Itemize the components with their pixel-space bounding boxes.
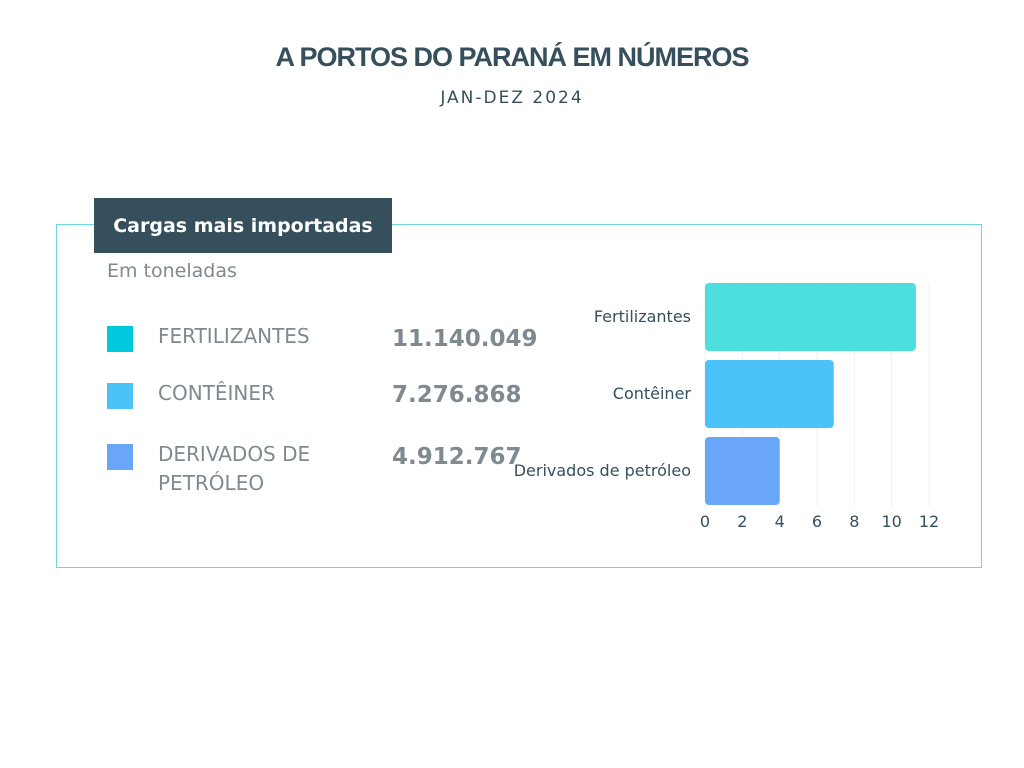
- legend-value: 4.912.767: [392, 444, 522, 470]
- x-tick-label: 2: [737, 512, 747, 531]
- legend-value: 7.276.868: [392, 382, 522, 408]
- category-label: Derivados de petróleo: [514, 461, 691, 480]
- legend-swatch: [107, 383, 133, 409]
- category-label: Contêiner: [613, 384, 692, 403]
- legend-name: CONTÊINER: [158, 381, 275, 405]
- bar-1: [705, 360, 834, 428]
- legend-name: FERTILIZANTES: [158, 324, 310, 348]
- x-tick-label: 0: [700, 512, 710, 531]
- page-subtitle: JAN-DEZ 2024: [440, 88, 584, 108]
- section-tab: Cargas mais importadas: [94, 198, 392, 253]
- x-tick-label: 12: [919, 512, 939, 531]
- x-tick-label: 8: [849, 512, 859, 531]
- page-title: A PORTOS DO PARANÁ EM NÚMEROS: [275, 42, 749, 72]
- legend-value: 11.140.049: [392, 326, 538, 352]
- legend-swatch: [107, 326, 133, 352]
- legend-name: DERIVADOS DE PETRÓLEO: [158, 442, 311, 495]
- x-tick-label: 10: [881, 512, 901, 531]
- units-label: Em toneladas: [107, 260, 237, 282]
- x-tick-label: 6: [812, 512, 822, 531]
- imports-card: [56, 224, 982, 568]
- bar-2: [705, 437, 780, 505]
- legend-swatch: [107, 444, 133, 470]
- category-label: Fertilizantes: [594, 307, 691, 326]
- bar-0: [705, 283, 916, 351]
- x-tick-label: 4: [775, 512, 785, 531]
